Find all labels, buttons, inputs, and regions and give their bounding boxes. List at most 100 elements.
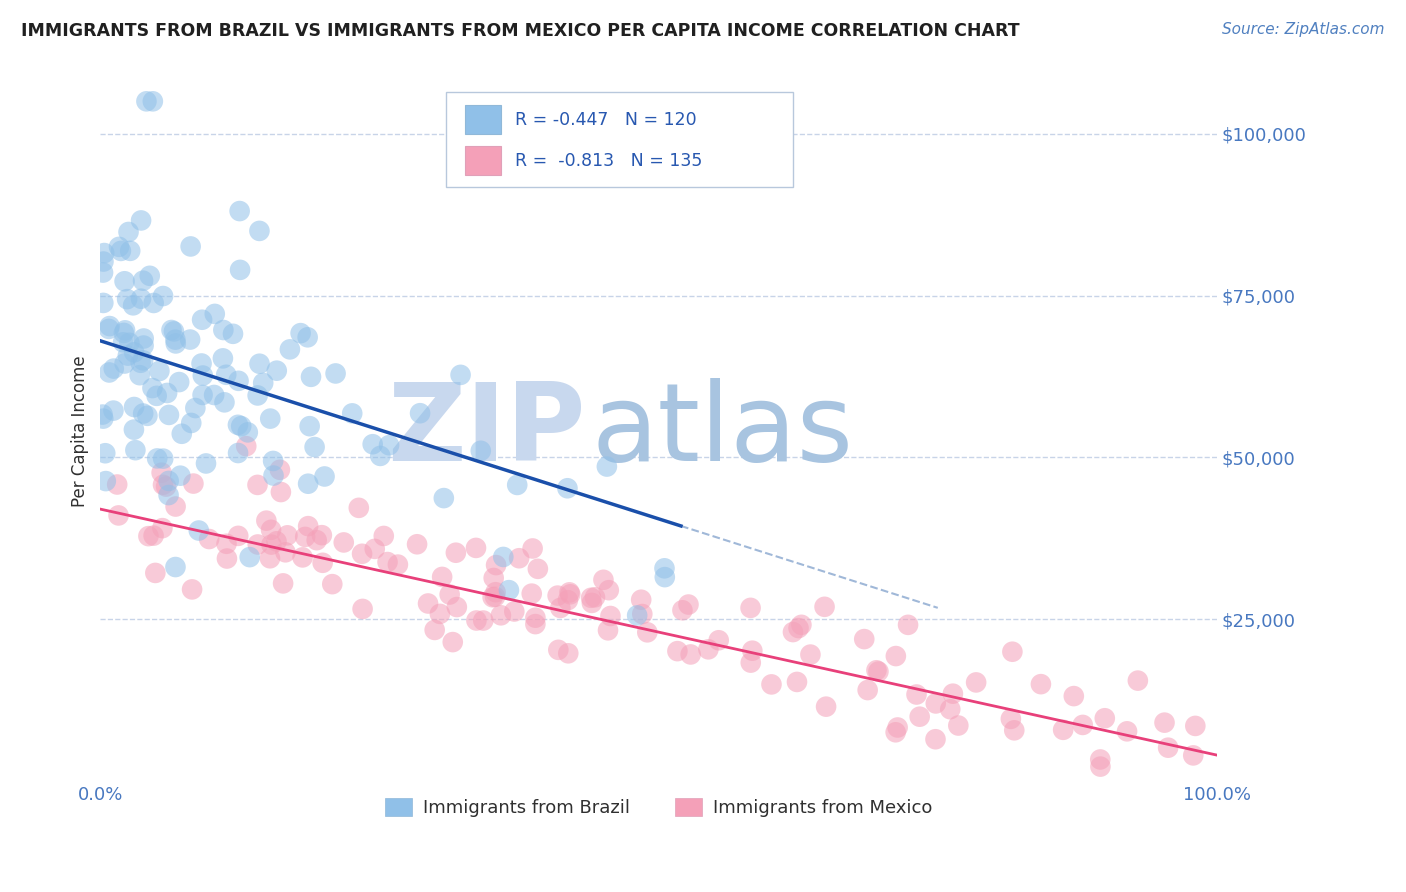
Point bbox=[103, 361, 125, 376]
Point bbox=[939, 702, 962, 716]
Point bbox=[583, 591, 606, 605]
Point bbox=[361, 437, 384, 451]
Point bbox=[165, 336, 187, 351]
Point bbox=[484, 585, 506, 599]
Point bbox=[262, 454, 284, 468]
Point bbox=[98, 319, 121, 334]
Point bbox=[212, 323, 235, 337]
Point bbox=[897, 618, 920, 632]
Point bbox=[129, 213, 152, 227]
Point bbox=[942, 687, 965, 701]
Point bbox=[520, 587, 543, 601]
Point bbox=[215, 537, 238, 551]
Point bbox=[787, 621, 810, 635]
Point bbox=[160, 323, 183, 337]
Point bbox=[884, 648, 907, 663]
Point bbox=[1001, 645, 1024, 659]
Text: IMMIGRANTS FROM BRAZIL VS IMMIGRANTS FROM MEXICO PER CAPITA INCOME CORRELATION C: IMMIGRANTS FROM BRAZIL VS IMMIGRANTS FRO… bbox=[21, 22, 1019, 40]
Point bbox=[226, 529, 249, 543]
Point bbox=[782, 625, 804, 640]
Point bbox=[191, 312, 214, 326]
Point bbox=[925, 697, 948, 711]
Point bbox=[347, 500, 370, 515]
Point bbox=[132, 331, 155, 345]
Point bbox=[430, 570, 453, 584]
Point bbox=[128, 368, 150, 383]
Point bbox=[465, 541, 488, 555]
Y-axis label: Per Capita Income: Per Capita Income bbox=[72, 356, 89, 508]
Point bbox=[259, 411, 281, 425]
Point bbox=[506, 478, 529, 492]
Point bbox=[965, 675, 987, 690]
Point bbox=[598, 583, 620, 598]
Point bbox=[697, 642, 720, 657]
Point bbox=[547, 643, 569, 657]
Point bbox=[524, 610, 547, 624]
Point bbox=[1126, 673, 1149, 688]
Point bbox=[325, 367, 347, 381]
Point bbox=[136, 409, 159, 423]
Point bbox=[117, 349, 139, 363]
Point bbox=[678, 598, 700, 612]
Point bbox=[165, 333, 187, 347]
Point bbox=[183, 476, 205, 491]
Text: R =  -0.813   N = 135: R = -0.813 N = 135 bbox=[515, 152, 702, 169]
Point bbox=[142, 95, 165, 109]
Point bbox=[260, 538, 283, 552]
FancyBboxPatch shape bbox=[465, 105, 501, 135]
Point bbox=[239, 550, 262, 565]
Point bbox=[212, 351, 235, 366]
Point bbox=[596, 459, 619, 474]
Point bbox=[741, 643, 763, 657]
Point bbox=[297, 476, 319, 491]
Point bbox=[190, 357, 212, 371]
Point bbox=[406, 537, 429, 551]
Point bbox=[444, 546, 467, 560]
Point bbox=[557, 593, 579, 607]
Point bbox=[276, 528, 298, 542]
Point bbox=[252, 376, 274, 390]
Point bbox=[195, 457, 218, 471]
Point bbox=[91, 408, 114, 422]
Point bbox=[377, 555, 399, 569]
Point bbox=[1157, 740, 1180, 755]
Point bbox=[465, 614, 488, 628]
Point bbox=[416, 597, 439, 611]
Point bbox=[1182, 748, 1205, 763]
Point bbox=[446, 600, 468, 615]
Point bbox=[263, 468, 285, 483]
Point bbox=[226, 446, 249, 460]
Point bbox=[165, 560, 187, 574]
Point bbox=[786, 674, 808, 689]
Point bbox=[184, 401, 207, 415]
Point bbox=[129, 356, 152, 370]
Point bbox=[249, 224, 271, 238]
Point bbox=[132, 353, 155, 368]
Point bbox=[141, 381, 163, 395]
Point bbox=[550, 601, 572, 615]
Point bbox=[311, 556, 333, 570]
Point bbox=[91, 266, 114, 280]
Point bbox=[110, 244, 132, 258]
Point bbox=[1116, 724, 1139, 739]
Point bbox=[135, 95, 157, 109]
Point bbox=[226, 417, 249, 432]
Point bbox=[557, 481, 579, 495]
Point bbox=[229, 263, 252, 277]
Point bbox=[579, 591, 602, 605]
Point bbox=[259, 551, 281, 566]
Text: ZIP: ZIP bbox=[388, 378, 586, 484]
Point bbox=[91, 296, 114, 310]
Point bbox=[112, 335, 135, 350]
Point bbox=[886, 721, 908, 735]
Point bbox=[485, 558, 508, 573]
Point bbox=[305, 533, 328, 548]
Point bbox=[299, 369, 322, 384]
Point bbox=[853, 632, 876, 646]
Point bbox=[122, 345, 145, 359]
Point bbox=[120, 244, 142, 258]
Point bbox=[114, 274, 136, 288]
Point bbox=[1029, 677, 1052, 691]
Point bbox=[97, 322, 120, 336]
Point bbox=[215, 368, 238, 382]
